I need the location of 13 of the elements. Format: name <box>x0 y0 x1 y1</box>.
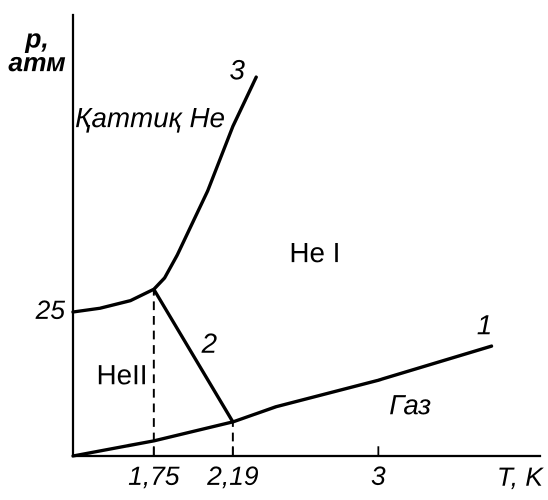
series-label: 3 <box>230 60 245 80</box>
x-axis-title: T, K <box>499 468 544 490</box>
x-tick-label: 3 <box>372 466 386 486</box>
series-label: 1 <box>478 315 490 334</box>
y-axis-title: p, атм <box>8 33 66 72</box>
annotation: Газ <box>390 395 430 415</box>
annotation: HeII <box>98 365 145 385</box>
x-tick-label: 2,19 <box>207 466 258 488</box>
x-tick-label: 1,75 <box>128 466 180 488</box>
annotation: Қаттиқ He <box>76 108 224 133</box>
annotation: 25 <box>35 300 66 320</box>
annotation: He I <box>292 242 338 262</box>
series-label: 2 <box>201 333 217 353</box>
